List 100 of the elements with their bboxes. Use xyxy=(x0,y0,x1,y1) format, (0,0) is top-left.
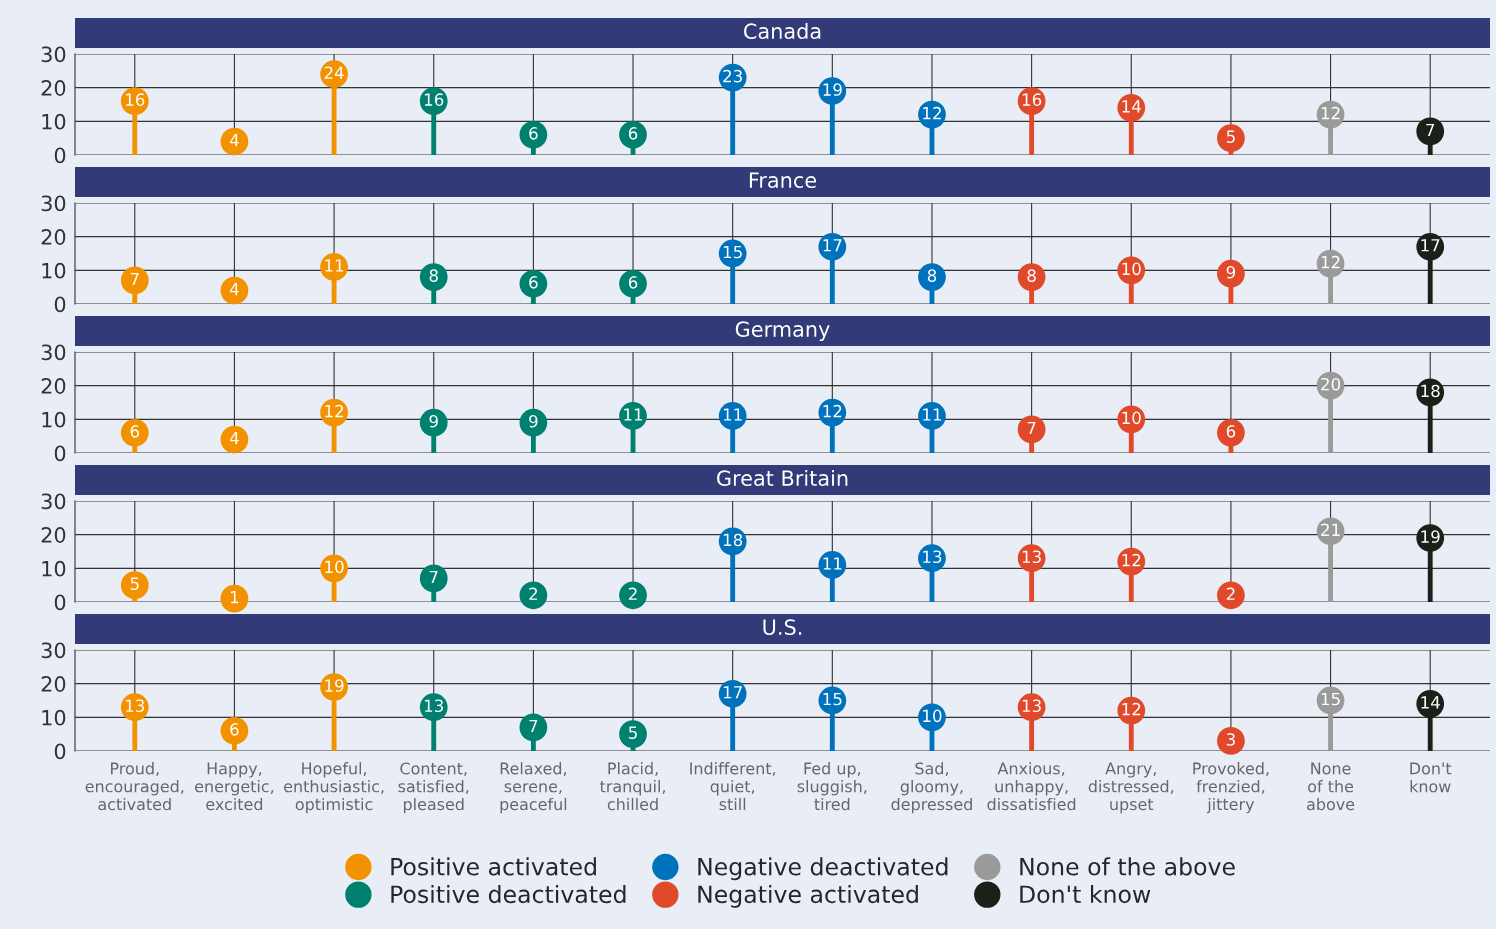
x-tick-label: Relaxed, serene, peaceful xyxy=(500,762,567,814)
data-label: 16 xyxy=(126,93,145,106)
y-tick-label: 0 xyxy=(54,594,66,611)
chart-title: Canada xyxy=(744,22,821,40)
data-label: 9 xyxy=(529,414,538,428)
data-label: 2 xyxy=(628,587,637,600)
y-tick-label: 10 xyxy=(42,411,66,428)
data-label: 13 xyxy=(1022,699,1041,713)
data-label: 10 xyxy=(1122,262,1141,276)
x-tick-label: Provoked, frenzied, jittery xyxy=(1193,762,1269,814)
data-label: 12 xyxy=(1321,106,1340,120)
data-label: 15 xyxy=(723,245,742,259)
data-label: 10 xyxy=(1122,411,1141,425)
chart-title: Great Britain xyxy=(717,469,848,487)
legend-label: Positive activated xyxy=(391,857,596,876)
data-label: 14 xyxy=(1421,696,1440,709)
data-label: 18 xyxy=(723,533,743,547)
x-tick-label: Fed up, sluggish, tired xyxy=(797,762,867,811)
chart-title: Germany xyxy=(735,321,830,342)
data-label: 4 xyxy=(229,133,239,147)
data-label: 8 xyxy=(1027,269,1036,282)
data-label: 11 xyxy=(624,408,643,421)
data-label: 19 xyxy=(1421,530,1440,543)
y-tick-label: 30 xyxy=(41,344,66,361)
y-tick-label: 20 xyxy=(41,378,66,394)
data-label: 9 xyxy=(429,414,438,428)
x-tick-label: None of the above xyxy=(1307,762,1355,811)
data-label: 12 xyxy=(823,404,842,418)
data-label: 5 xyxy=(130,577,139,590)
chart-title: U.S. xyxy=(763,619,802,636)
data-label: 12 xyxy=(1321,255,1340,269)
data-label: 2 xyxy=(1226,587,1235,600)
data-label: 11 xyxy=(823,557,842,570)
x-tick-label: Angry, distressed, upset xyxy=(1088,762,1174,814)
y-tick-label: 10 xyxy=(42,560,66,577)
data-label: 7 xyxy=(429,570,438,584)
legend-label: Negative deactivated xyxy=(698,857,948,881)
y-tick-label: 0 xyxy=(54,147,66,164)
data-label: 15 xyxy=(1321,692,1340,706)
legend-label: Don't know xyxy=(1020,884,1151,904)
data-label: 1 xyxy=(230,591,239,604)
data-label: 12 xyxy=(1122,553,1141,567)
data-label: 5 xyxy=(629,726,637,739)
data-label: 17 xyxy=(723,686,742,699)
data-label: 6 xyxy=(529,127,538,140)
y-tick-label: 0 xyxy=(54,296,66,313)
x-tick-label: Sad, gloomy, depressed xyxy=(891,762,972,814)
y-tick-label: 30 xyxy=(41,46,66,63)
data-label: 2 xyxy=(529,587,538,600)
data-label: 10 xyxy=(923,709,942,723)
y-tick-label: 30 xyxy=(41,493,66,510)
x-tick-label: Happy, energetic, excited xyxy=(195,762,274,811)
data-label: 7 xyxy=(529,719,538,733)
y-tick-label: 0 xyxy=(54,445,66,462)
y-tick-label: 0 xyxy=(54,743,66,760)
data-label: 5 xyxy=(1226,130,1235,143)
data-label: 7 xyxy=(1027,421,1036,435)
data-label: 8 xyxy=(927,269,937,282)
chart-title: France xyxy=(749,172,817,189)
y-tick-label: 10 xyxy=(42,709,66,726)
legend-label: None of the above xyxy=(1020,857,1235,876)
data-label: 16 xyxy=(1022,93,1042,106)
legend-label: Positive deactivated xyxy=(391,884,626,904)
data-label: 12 xyxy=(1122,702,1141,716)
data-label: 19 xyxy=(823,83,842,96)
y-tick-label: 20 xyxy=(41,527,66,543)
y-tick-label: 10 xyxy=(42,262,66,279)
data-label: 7 xyxy=(1426,123,1435,137)
data-label: 13 xyxy=(126,699,145,713)
data-label: 11 xyxy=(923,408,942,421)
y-tick-label: 10 xyxy=(42,113,66,130)
data-label: 8 xyxy=(429,269,438,282)
data-label: 12 xyxy=(923,106,941,120)
x-tick-label: Anxious, unhappy, dissatisfied xyxy=(987,762,1076,811)
data-label: 6 xyxy=(1226,425,1236,438)
y-tick-label: 30 xyxy=(41,642,66,659)
data-label: 7 xyxy=(130,272,139,286)
data-label: 15 xyxy=(823,692,842,706)
x-tick-label: Content, satisfied, pleased xyxy=(398,762,469,814)
data-label: 10 xyxy=(325,560,344,574)
y-tick-label: 30 xyxy=(41,195,66,212)
x-tick-label: Proud, encouraged, activated xyxy=(85,762,184,811)
data-label: 6 xyxy=(529,276,538,289)
x-tick-label: Placid, tranquil, chilled xyxy=(599,762,665,811)
data-label: 13 xyxy=(424,699,443,713)
data-label: 14 xyxy=(1122,100,1141,113)
legend-label: Negative activated xyxy=(698,884,918,908)
data-label: 6 xyxy=(230,723,239,736)
x-tick-label: Don't know xyxy=(1410,762,1452,793)
data-label: 23 xyxy=(723,69,742,83)
data-label: 24 xyxy=(324,66,344,79)
x-tick-label: Indifferent, quiet, still xyxy=(690,762,776,811)
x-tick-label: Hopeful, enthusiastic, optimistic xyxy=(284,762,384,814)
data-label: 21 xyxy=(1321,523,1340,536)
data-label: 17 xyxy=(1421,239,1440,252)
data-label: 4 xyxy=(229,282,239,296)
data-label: 17 xyxy=(823,239,842,252)
data-label: 4 xyxy=(229,431,239,445)
data-label: 12 xyxy=(325,404,344,418)
data-label: 3 xyxy=(1226,733,1235,746)
